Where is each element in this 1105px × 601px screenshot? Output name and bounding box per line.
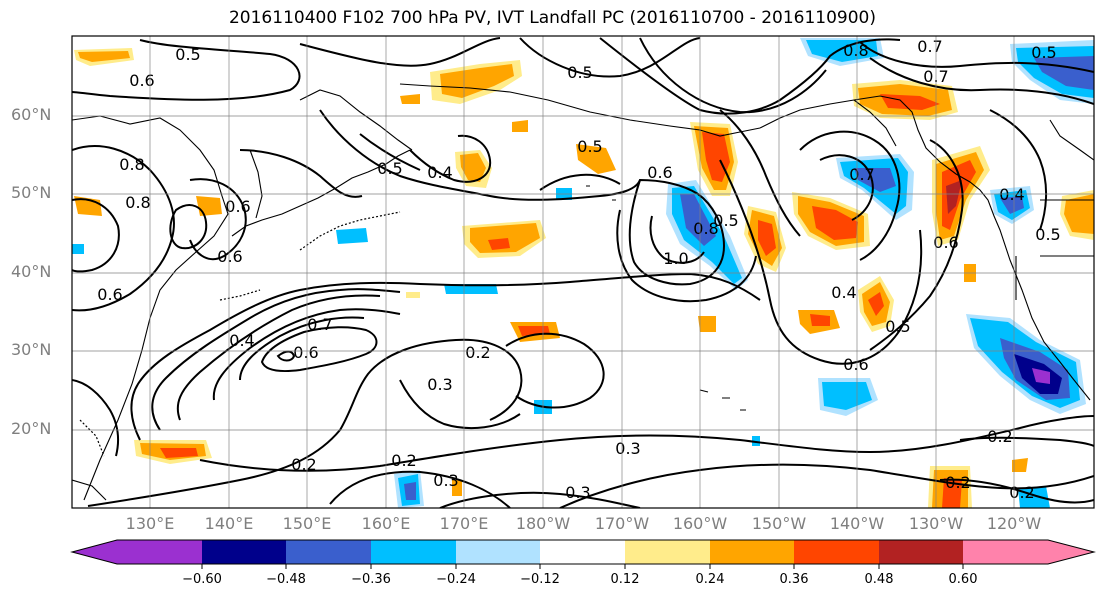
lat-label: 50°N	[11, 183, 52, 202]
contour-labels: 0.5 0.6 0.5 0.5 0.8 0.7 0.5 0.8 0.6 0.4 …	[97, 37, 1060, 502]
colorbar-bin	[456, 540, 540, 564]
colorbar-tick-label: −0.12	[520, 572, 560, 587]
colorbar-tick-label: −0.60	[182, 572, 222, 587]
map-frame	[71, 35, 1095, 509]
contour-label: 0.2	[465, 343, 490, 362]
colorbar-min-extension	[72, 540, 117, 564]
colorbar-bin	[371, 540, 456, 564]
contour-label: 0.5	[567, 63, 592, 82]
contour-label: 0.6	[97, 285, 122, 304]
colorbar-bin	[710, 540, 794, 564]
contour-label: 0.2	[391, 451, 416, 470]
pv-contours	[72, 37, 1094, 508]
contour-label: 0.3	[615, 439, 640, 458]
colorbar-bin	[879, 540, 963, 564]
lat-label: 30°N	[11, 340, 52, 359]
contour-label: 0.7	[307, 315, 332, 334]
contour-label: 0.5	[577, 137, 602, 156]
contour-label: 0.8	[125, 193, 150, 212]
lon-label: 140°W	[829, 514, 885, 533]
contour-label: 0.5	[175, 45, 200, 64]
contour-label: 0.5	[1035, 225, 1060, 244]
colorbar-tick-label: 0.60	[948, 572, 978, 587]
colorbar-bin	[794, 540, 879, 564]
colorbar-max-extension	[1048, 540, 1094, 564]
contour-label: 0.6	[225, 197, 250, 216]
contour-label: 0.7	[917, 37, 942, 56]
lon-label: 160°E	[361, 514, 411, 533]
contour-label: 0.3	[433, 471, 458, 490]
lon-label: 150°E	[282, 514, 332, 533]
colorbar-tick-label: −0.48	[266, 572, 306, 587]
contour-label: 0.2	[945, 473, 970, 492]
contour-label: 0.4	[999, 185, 1024, 204]
colorbar-tick-label: −0.24	[436, 572, 476, 587]
contour-label: 0.6	[293, 343, 318, 362]
positive-anomaly-shading	[74, 48, 1094, 508]
contour-label: 0.7	[849, 165, 874, 184]
contour-label: 0.2	[291, 455, 316, 474]
contour-label: 0.6	[933, 233, 958, 252]
contour-label: 0.8	[693, 219, 718, 238]
colorbar-tick-label: 0.12	[610, 572, 640, 587]
contour-label: 0.5	[1031, 43, 1056, 62]
lon-label: 150°W	[751, 514, 807, 533]
contour-label: 0.2	[1009, 483, 1034, 502]
colorbar-tick-label: 0.36	[779, 572, 809, 587]
lon-label: 130°E	[125, 514, 175, 533]
colorbar-tick-label: 0.24	[695, 572, 725, 587]
gridlines	[72, 36, 1094, 508]
contour-label: 0.3	[427, 375, 452, 394]
colorbar-bin	[286, 540, 371, 564]
lon-label: 140°E	[204, 514, 254, 533]
colorbar-bin	[540, 540, 625, 564]
contour-label: 0.4	[427, 163, 452, 182]
colorbar-tick-label: −0.36	[351, 572, 391, 587]
lat-label: 20°N	[11, 419, 52, 438]
colorbar-bin	[963, 540, 1048, 564]
contour-label: 0.5	[713, 211, 738, 230]
lon-label: 130°W	[908, 514, 964, 533]
contour-label: 0.4	[831, 283, 856, 302]
contour-label: 0.6	[129, 71, 154, 90]
lon-label: 170°E	[439, 514, 489, 533]
contour-label: 0.5	[377, 159, 402, 178]
contour-label: 0.6	[843, 355, 868, 374]
contour-label: 0.4	[229, 331, 254, 350]
lat-label: 40°N	[11, 262, 52, 281]
colorbar-bin	[117, 540, 202, 564]
colorbar	[70, 539, 1096, 569]
negative-anomaly-shading	[72, 38, 1094, 508]
lon-label: 160°W	[672, 514, 728, 533]
map-title: 2016110400 F102 700 hPa PV, IVT Landfall…	[228, 8, 876, 28]
contour-label: 0.2	[987, 427, 1012, 446]
contour-label: 0.6	[647, 163, 672, 182]
colorbar-bin	[202, 540, 286, 564]
colorbar-bin	[625, 540, 710, 564]
contour-label: 0.5	[885, 317, 910, 336]
contour-label: 0.8	[119, 155, 144, 174]
contour-label: 0.3	[565, 483, 590, 502]
contour-label: 0.6	[217, 247, 242, 266]
lon-label: 180°W	[515, 514, 571, 533]
colorbar-tick-label: 0.48	[864, 572, 894, 587]
minor-contour-fragments	[79, 211, 401, 457]
contour-label: 1.0	[663, 249, 688, 268]
lon-label: 170°W	[594, 514, 650, 533]
contour-label: 0.8	[843, 41, 868, 60]
lon-label: 120°W	[986, 514, 1042, 533]
lat-label: 60°N	[11, 105, 52, 124]
